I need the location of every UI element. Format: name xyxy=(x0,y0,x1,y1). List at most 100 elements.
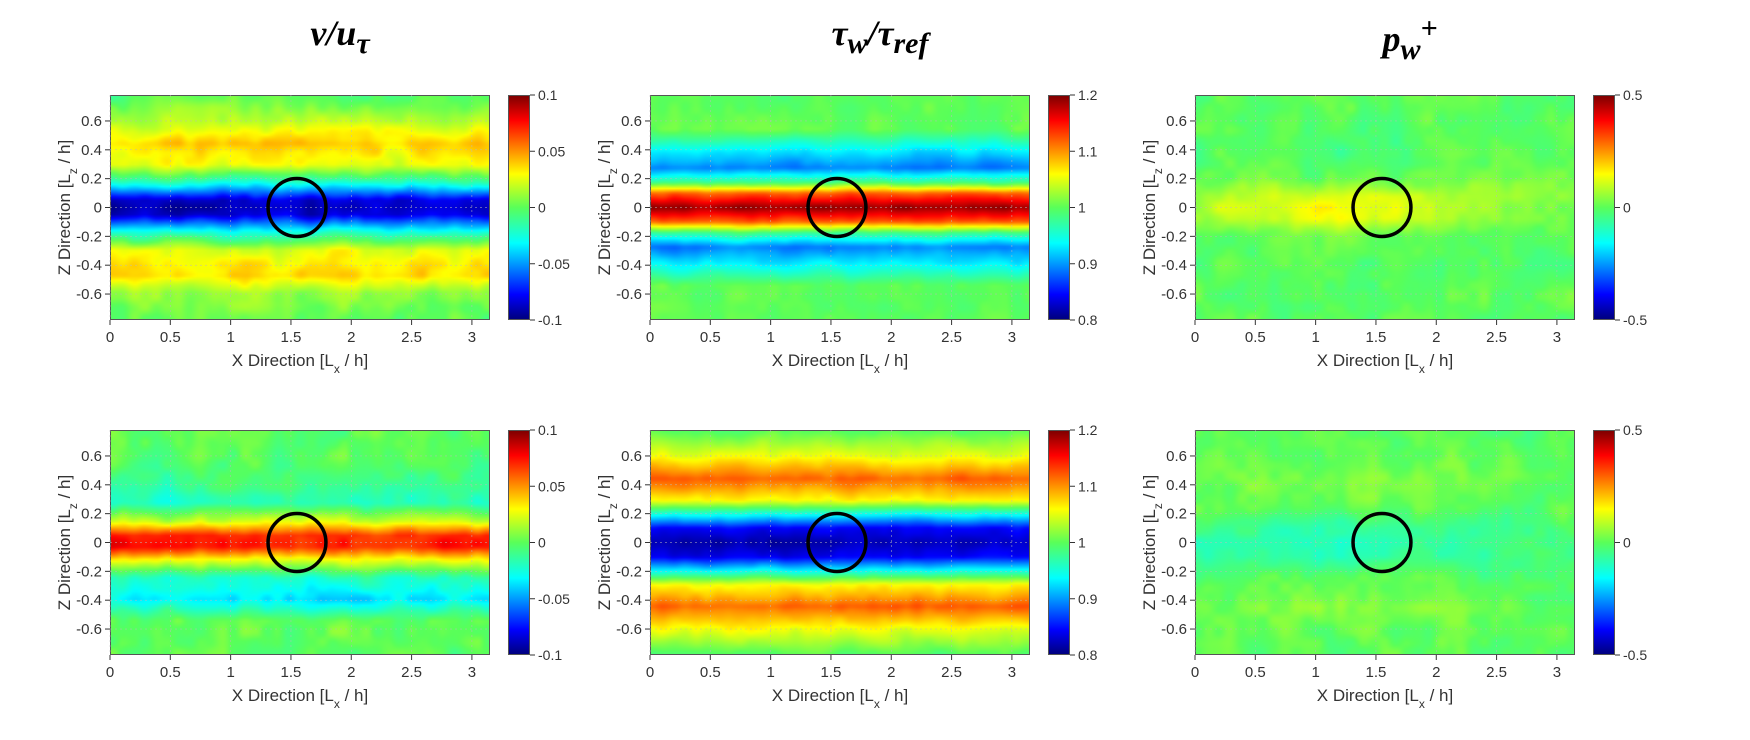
colorbar-tick-label: 0.8 xyxy=(1078,647,1098,663)
y-tick-label: 0.6 xyxy=(621,448,642,465)
panel-overlay-svg: 00.511.522.53-0.6-0.4-0.200.20.40.6X Dir… xyxy=(55,90,555,395)
x-axis-label: X Direction [Lx / h] xyxy=(1317,351,1453,376)
colorbar-tick-label: 1 xyxy=(1078,200,1086,216)
x-tick-label: 1.5 xyxy=(821,329,842,346)
panel-overlay-svg: 00.511.522.53-0.6-0.4-0.200.20.40.6X Dir… xyxy=(1140,90,1640,395)
x-tick-label: 2.5 xyxy=(401,664,422,681)
x-tick-label: 1.5 xyxy=(281,664,302,681)
y-tick-label: -0.2 xyxy=(616,563,642,580)
colorbar-ticks: -0.1-0.0500.050.1 xyxy=(530,425,600,660)
x-tick-label: 2 xyxy=(1432,664,1440,681)
colorbar xyxy=(1593,430,1615,655)
x-tick-label: 2.5 xyxy=(941,664,962,681)
x-tick-label: 3 xyxy=(1008,329,1016,346)
column-title-2: pw+ xyxy=(1260,12,1560,67)
x-tick-label: 1 xyxy=(1311,664,1319,681)
y-tick-label: 0 xyxy=(634,535,642,552)
x-tick-label: 0.5 xyxy=(700,329,721,346)
x-tick-label: 2.5 xyxy=(1486,329,1507,346)
colorbar-tick-label: 0.1 xyxy=(538,87,558,103)
panel-overlay-svg: 00.511.522.53-0.6-0.4-0.200.20.40.6X Dir… xyxy=(595,90,1095,395)
y-tick-label: 0 xyxy=(1179,200,1187,217)
colorbar-tick-label: 0.1 xyxy=(538,422,558,438)
x-tick-label: 0.5 xyxy=(1245,664,1266,681)
colorbar-tick-label: -0.05 xyxy=(538,256,570,272)
x-tick-label: 0.5 xyxy=(1245,329,1266,346)
y-axis-label: Z Direction [Lz / h] xyxy=(55,475,80,610)
y-tick-label: 0 xyxy=(94,200,102,217)
colorbar-tick-label: 0 xyxy=(538,535,546,551)
colorbar-tick-label: 0.5 xyxy=(1623,422,1643,438)
x-tick-label: 2 xyxy=(887,329,895,346)
x-tick-label: 2 xyxy=(887,664,895,681)
y-tick-label: -0.6 xyxy=(1161,621,1187,638)
y-tick-label: 0.4 xyxy=(81,142,102,159)
y-tick-label: 0.2 xyxy=(621,171,642,188)
colorbar-ticks: 0.80.911.11.2 xyxy=(1070,90,1140,325)
y-tick-label: -0.4 xyxy=(1161,592,1187,609)
y-tick-label: 0.6 xyxy=(1166,448,1187,465)
colorbar-tick-label: 1.1 xyxy=(1078,478,1098,494)
panel-overlay-svg: 00.511.522.53-0.6-0.4-0.200.20.40.6X Dir… xyxy=(595,425,1095,730)
x-tick-label: 2 xyxy=(347,664,355,681)
x-axis-label: X Direction [Lx / h] xyxy=(232,351,368,376)
x-tick-label: 2.5 xyxy=(401,329,422,346)
y-tick-label: -0.6 xyxy=(616,286,642,303)
x-tick-label: 0 xyxy=(646,664,654,681)
x-tick-label: 0.5 xyxy=(160,664,181,681)
y-tick-label: -0.2 xyxy=(1161,228,1187,245)
y-tick-label: 0.6 xyxy=(621,113,642,130)
column-title-0: v/uτ xyxy=(190,12,490,61)
colorbar-ticks: -0.5 0 0.5 xyxy=(1615,425,1685,660)
x-axis-label: X Direction [Lx / h] xyxy=(232,686,368,711)
y-tick-label: -0.6 xyxy=(76,286,102,303)
y-tick-label: -0.2 xyxy=(616,228,642,245)
y-tick-label: 0.2 xyxy=(81,506,102,523)
x-tick-label: 3 xyxy=(1553,664,1561,681)
colorbar-tick-label: -0.05 xyxy=(538,591,570,607)
y-tick-label: 0.6 xyxy=(1166,113,1187,130)
y-tick-label: -0.4 xyxy=(1161,257,1187,274)
y-tick-label: 0 xyxy=(634,200,642,217)
x-axis-label: X Direction [Lx / h] xyxy=(772,351,908,376)
colorbar-tick-label: 0 xyxy=(1623,535,1631,551)
x-tick-label: 0 xyxy=(106,329,114,346)
x-tick-label: 1 xyxy=(766,329,774,346)
x-tick-label: 0 xyxy=(1191,329,1199,346)
y-tick-label: -0.4 xyxy=(76,592,102,609)
column-title-1: τw/τref xyxy=(730,12,1030,61)
colorbar-tick-label: 0.9 xyxy=(1078,591,1098,607)
y-tick-label: 0.2 xyxy=(1166,506,1187,523)
colorbar-tick-label: -0.5 xyxy=(1623,647,1647,663)
colorbar xyxy=(508,430,530,655)
y-axis-label: Z Direction [Lz / h] xyxy=(1140,475,1165,610)
x-tick-label: 0.5 xyxy=(700,664,721,681)
colorbar xyxy=(1048,430,1070,655)
x-tick-label: 1.5 xyxy=(1366,664,1387,681)
colorbar xyxy=(1048,95,1070,320)
y-tick-label: 0 xyxy=(94,535,102,552)
y-tick-label: -0.2 xyxy=(1161,563,1187,580)
y-tick-label: -0.4 xyxy=(76,257,102,274)
y-tick-label: -0.4 xyxy=(616,257,642,274)
x-tick-label: 1.5 xyxy=(281,329,302,346)
colorbar-tick-label: 0.5 xyxy=(1623,87,1643,103)
x-tick-label: 1.5 xyxy=(821,664,842,681)
x-tick-label: 1 xyxy=(766,664,774,681)
y-tick-label: 0.2 xyxy=(621,506,642,523)
y-tick-label: -0.6 xyxy=(1161,286,1187,303)
y-tick-label: 0.4 xyxy=(81,477,102,494)
colorbar-tick-label: 0 xyxy=(1623,200,1631,216)
y-tick-label: 0.6 xyxy=(81,113,102,130)
y-tick-label: 0.4 xyxy=(1166,477,1187,494)
colorbar-ticks: -0.500.5 xyxy=(1615,90,1685,325)
colorbar-tick-label: 0.05 xyxy=(538,143,565,159)
y-tick-label: -0.4 xyxy=(616,592,642,609)
colorbar-tick-label: 1 xyxy=(1078,535,1086,551)
y-tick-label: 0.2 xyxy=(1166,171,1187,188)
colorbar-tick-label: 1.2 xyxy=(1078,87,1098,103)
y-tick-label: 0.4 xyxy=(1166,142,1187,159)
colorbar-tick-label: 0.05 xyxy=(538,478,565,494)
y-axis-label: Z Direction [Lz / h] xyxy=(55,140,80,275)
colorbar xyxy=(508,95,530,320)
